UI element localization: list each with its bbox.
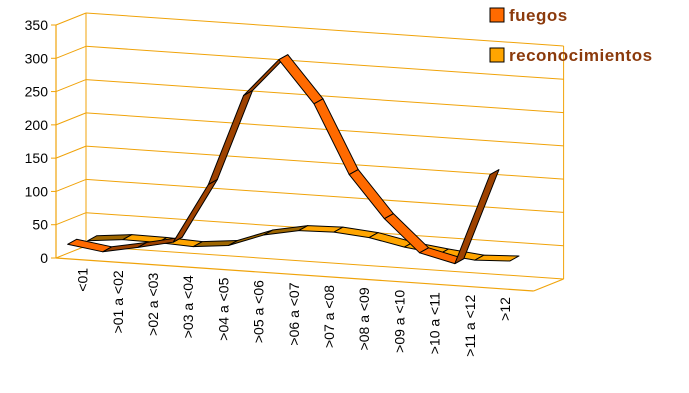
gridline: [85, 145, 564, 180]
floor-right-edge: [533, 278, 564, 292]
y-tick-label: 250: [25, 84, 49, 100]
y-tick-label: 200: [25, 117, 49, 133]
x-tick-label: >11 a <12: [462, 294, 478, 356]
legend-item-reconocimientos: reconocimientos: [489, 46, 653, 65]
x-tick-label: >07 a <08: [321, 285, 337, 348]
ribbon-segment: [227, 229, 274, 247]
gridline-side: [55, 145, 87, 159]
gridline: [85, 245, 564, 280]
x-tick-label: >06 a <07: [286, 282, 302, 345]
y-tick-label: 50: [32, 217, 48, 233]
ribbon-segment: [172, 178, 218, 243]
gridline: [85, 45, 564, 80]
x-tick-label: >09 a <10: [391, 290, 407, 353]
x-tick-label: >04 a <05: [215, 277, 231, 340]
gridline: [85, 112, 564, 147]
axes: [55, 13, 565, 292]
x-tick-label: >12: [497, 297, 513, 321]
x-tick-label: <01: [75, 268, 91, 292]
x-axis-ticks: <01 >01 a <02 >02 a <03 >03 a <04 >04 a <05 >…: [75, 268, 513, 357]
gridline-side: [55, 12, 87, 26]
gridline: [85, 79, 564, 114]
legend-item-fuegos: fuegos: [489, 6, 568, 25]
series-fuegos: [67, 54, 500, 265]
gridline-side: [55, 178, 87, 192]
ribbon-segment: [348, 169, 394, 220]
gridlines: [55, 12, 564, 280]
y-tick-label: 150: [25, 150, 49, 166]
legend-swatch: [489, 47, 505, 63]
y-tick-label: 100: [25, 183, 49, 199]
x-tick-label: >08 a <09: [356, 287, 372, 350]
gridline-side: [55, 112, 87, 126]
gridline-side: [55, 245, 87, 259]
y-tick-label: 0: [40, 250, 48, 266]
y-axis-ticks: 0 50 100 150 200 250 300 350: [25, 17, 56, 266]
gridline: [85, 12, 564, 47]
gridline-side: [55, 79, 87, 93]
ribbon-segment: [474, 254, 520, 262]
y-tick-label: 350: [25, 17, 49, 33]
x-tick-label: >05 a <06: [251, 280, 267, 343]
x-tick-label: >01 a <02: [110, 270, 126, 333]
legend-label: reconocimientos: [509, 46, 653, 65]
x-tick-label: >03 a <04: [180, 275, 196, 338]
legend-label: fuegos: [509, 6, 568, 25]
legend-swatch: [489, 7, 505, 23]
x-tick-label: >02 a <03: [145, 273, 161, 336]
y-tick-label: 300: [25, 50, 49, 66]
ribbon-segment: [207, 89, 254, 185]
ribbon-segment: [454, 169, 500, 265]
gridline-side: [55, 45, 87, 59]
gridline-side: [55, 212, 87, 226]
series-ribbons: [67, 54, 520, 265]
legend: fuegos reconocimientos: [489, 6, 653, 65]
x-axis-line: [55, 257, 534, 292]
x-tick-label: >10 a <11: [427, 292, 443, 354]
